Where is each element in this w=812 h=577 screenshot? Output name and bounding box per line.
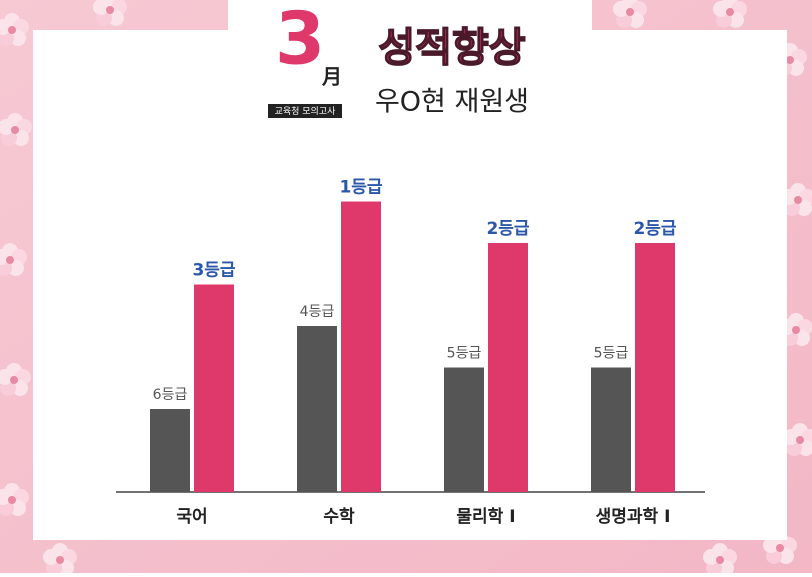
value-label: 2등급 <box>486 219 529 239</box>
bar <box>444 367 484 492</box>
month-char: 月 <box>321 65 342 89</box>
value-label: 6등급 <box>153 387 188 403</box>
x-tick-label: 수학 <box>323 507 355 527</box>
value-label: 4등급 <box>300 304 335 320</box>
value-label: 5등급 <box>594 346 629 362</box>
exam: 교육청 모의고사 <box>275 106 337 117</box>
headline: 성적향상 <box>378 25 525 71</box>
bar <box>150 409 190 492</box>
bar <box>341 201 381 492</box>
x-tick-label: 생명과학 Ⅰ <box>596 507 671 527</box>
value-label: 5등급 <box>447 346 482 362</box>
x-tick-label: 물리학 Ⅰ <box>456 507 515 527</box>
bar <box>488 243 528 492</box>
exam-badge <box>268 104 342 118</box>
bar <box>297 326 337 492</box>
value-label: 2등급 <box>633 219 676 239</box>
student: 우O현 재원생 <box>375 87 529 118</box>
month-number: 3 <box>275 0 325 81</box>
bar <box>194 284 234 492</box>
panel-tab <box>228 0 592 32</box>
value-label: 3등급 <box>192 261 235 281</box>
value-label: 1등급 <box>339 178 382 198</box>
bar <box>591 367 631 492</box>
bar <box>635 243 675 492</box>
x-tick-label: 국어 <box>176 507 207 527</box>
